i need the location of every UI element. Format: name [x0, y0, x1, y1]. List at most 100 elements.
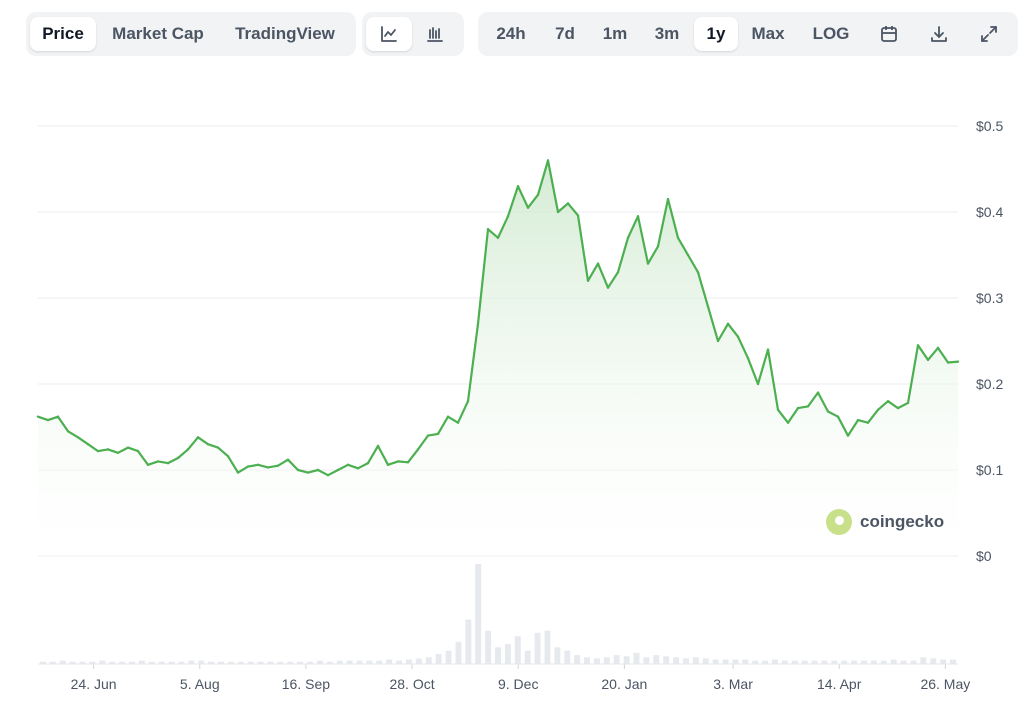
volume-bar	[475, 564, 482, 664]
price-point	[156, 460, 160, 463]
volume-bar	[287, 661, 294, 664]
range-7d[interactable]: 7d	[555, 24, 575, 43]
price-point	[636, 215, 640, 218]
candlestick-chart-button[interactable]	[412, 17, 458, 51]
download-button[interactable]	[914, 17, 964, 51]
volume-bar	[643, 657, 650, 664]
price-point	[596, 262, 600, 265]
price-point	[316, 468, 320, 472]
line-chart-button[interactable]	[366, 17, 412, 51]
volume-bar	[99, 660, 106, 664]
calendar-button[interactable]	[864, 17, 914, 51]
price-point	[956, 360, 960, 363]
volume-bar	[742, 659, 749, 664]
volume-bar	[682, 658, 689, 664]
tab-tradingview[interactable]: TradingView	[235, 24, 335, 43]
price-point	[106, 448, 110, 451]
volume-bar	[554, 647, 561, 664]
x-tick-label: 3. Mar	[713, 676, 753, 692]
price-point	[186, 448, 190, 451]
volume-bar	[366, 660, 373, 664]
volume-bar	[168, 661, 175, 664]
volume-bar	[485, 630, 492, 664]
price-point	[756, 382, 760, 386]
y-tick-label: $0.2	[976, 376, 1003, 392]
price-point	[416, 448, 420, 451]
volume-bar	[495, 647, 501, 664]
volume-bar	[188, 660, 195, 664]
x-tick-label: 5. Aug	[180, 676, 220, 692]
volume-bar	[940, 659, 947, 664]
volume-bar	[138, 660, 145, 664]
volume-bar	[920, 657, 927, 664]
range-1y[interactable]: 1y	[694, 17, 738, 51]
chart-type-toggle	[362, 12, 464, 56]
price-point	[226, 455, 230, 458]
price-point	[446, 415, 450, 418]
volume-bar	[673, 657, 680, 664]
volume-bar	[465, 619, 472, 664]
volume-bar	[841, 660, 848, 664]
x-tick-label: 14. Apr	[817, 676, 862, 692]
volume-bar	[821, 660, 828, 664]
price-point	[896, 406, 900, 410]
tab-market-cap[interactable]: Market Cap	[112, 24, 204, 43]
price-point	[366, 461, 370, 465]
y-tick-label: $0.3	[976, 290, 1003, 306]
price-point	[246, 465, 250, 468]
volume-bar	[534, 632, 541, 664]
price-point	[876, 408, 880, 411]
price-point	[196, 436, 200, 439]
volume-bar	[752, 660, 759, 664]
price-point	[546, 159, 550, 162]
volume-bar	[801, 660, 808, 664]
coingecko-watermark: coingecko	[826, 509, 944, 535]
volume-bar	[544, 630, 551, 664]
volume-bar	[247, 661, 254, 664]
range-24h[interactable]: 24h	[496, 24, 526, 43]
volume-bar	[930, 658, 937, 664]
price-point	[256, 463, 260, 467]
brand-name: coingecko	[860, 512, 945, 531]
y-tick-label: $0.5	[976, 118, 1003, 134]
range-3m[interactable]: 3m	[654, 24, 680, 43]
price-point	[46, 418, 50, 422]
price-point	[146, 463, 150, 467]
price-points	[36, 159, 960, 477]
price-point	[276, 464, 280, 467]
price-point	[486, 228, 490, 231]
volume-bar	[148, 661, 155, 664]
volume-bar	[900, 660, 907, 664]
price-point	[626, 236, 630, 239]
price-point	[456, 421, 460, 424]
range-max[interactable]: Max	[751, 24, 785, 43]
volume-bar	[584, 657, 590, 664]
price-point	[356, 467, 360, 470]
volume-bar	[811, 660, 818, 664]
volume-bar	[950, 659, 957, 664]
price-area	[38, 160, 958, 556]
price-point	[856, 418, 860, 422]
range-1m[interactable]: 1m	[602, 24, 628, 43]
volume-bar	[653, 655, 660, 664]
price-point	[176, 456, 180, 460]
volume-bar	[346, 660, 353, 664]
volume-bar	[198, 660, 205, 664]
volume-bar	[781, 660, 788, 664]
volume-bar	[316, 660, 323, 664]
tab-price[interactable]: Price	[30, 17, 96, 51]
volume-bar	[722, 659, 729, 664]
price-point	[726, 322, 730, 325]
coingecko-logo-icon	[826, 509, 852, 535]
volume-bar	[277, 661, 284, 664]
fullscreen-button[interactable]	[964, 17, 1014, 51]
volume-bar	[613, 655, 620, 664]
price-point	[96, 449, 100, 453]
log-scale-toggle[interactable]: LOG	[812, 24, 850, 43]
volume-bar	[593, 658, 600, 664]
volume-bar	[257, 661, 264, 664]
price-point	[816, 391, 820, 394]
price-point	[676, 236, 680, 239]
volume-bars	[39, 564, 957, 664]
